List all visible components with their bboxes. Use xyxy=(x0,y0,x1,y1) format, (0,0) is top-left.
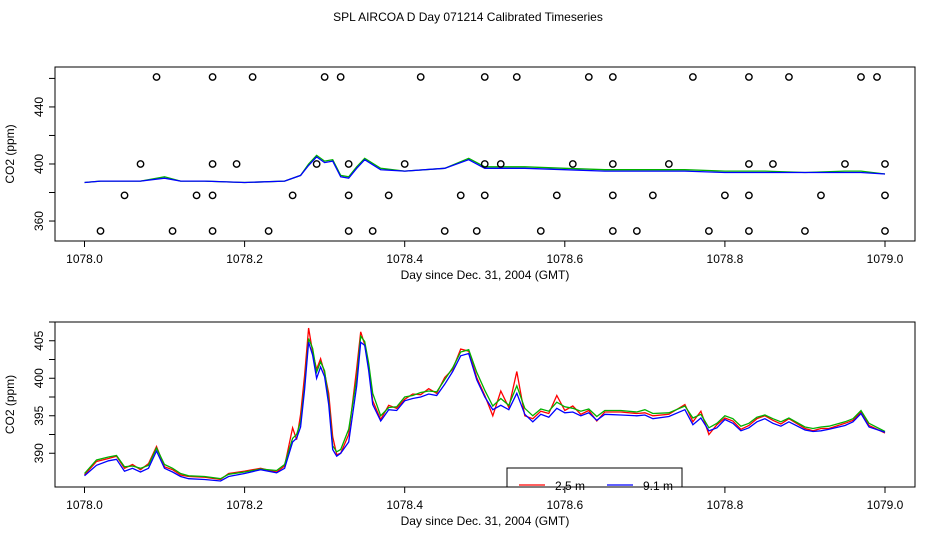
data-point xyxy=(208,227,217,235)
x-tick-label: 1078.2 xyxy=(226,498,263,512)
top-panel: 1078.0 1078.2 1078.4 1078.6 1078.8 1079.0 Day … xyxy=(3,66,916,282)
data-point xyxy=(344,160,353,168)
data-point xyxy=(336,73,345,81)
data-point xyxy=(817,191,825,200)
plot-frame xyxy=(54,321,916,488)
y-tick-label: 400 xyxy=(32,368,46,388)
y-tick-label: 390 xyxy=(32,443,46,463)
data-point xyxy=(608,227,617,235)
series-line-2-5-m xyxy=(84,327,886,481)
data-point xyxy=(320,73,329,81)
data-point xyxy=(440,227,449,235)
data-point xyxy=(344,191,353,200)
data-point xyxy=(632,227,641,235)
data-point xyxy=(664,160,673,168)
data-point xyxy=(480,160,489,168)
legend-label: 9.1 m xyxy=(643,479,673,493)
data-point xyxy=(512,73,521,81)
x-tick-label: 1078.2 xyxy=(226,252,263,266)
data-point xyxy=(384,191,393,200)
data-point xyxy=(568,160,577,168)
x-tick-label: 1079.0 xyxy=(867,498,904,512)
data-point xyxy=(312,160,321,168)
data-point xyxy=(704,227,713,235)
x-tick-label: 1078.0 xyxy=(66,252,103,266)
data-point xyxy=(608,191,617,200)
data-point xyxy=(881,227,889,235)
data-point xyxy=(536,227,545,235)
plot-area xyxy=(84,327,886,482)
x-tick-label: 1079.0 xyxy=(867,252,904,266)
data-point xyxy=(192,191,201,200)
data-point xyxy=(248,73,257,81)
data-point xyxy=(120,191,129,200)
legend-box xyxy=(506,467,683,488)
y-tick-label: 395 xyxy=(32,405,46,425)
y-tick-label: 400 xyxy=(32,154,46,174)
x-tick-label: 1078.8 xyxy=(707,252,744,266)
data-point xyxy=(785,73,793,81)
data-point xyxy=(344,227,353,235)
data-point xyxy=(769,160,777,168)
x-tick-label: 1078.4 xyxy=(386,252,423,266)
data-point xyxy=(801,227,809,235)
data-point xyxy=(136,160,145,168)
series-line-9-1-m xyxy=(84,340,886,482)
data-point xyxy=(857,73,865,81)
data-point xyxy=(648,191,657,200)
data-point xyxy=(368,227,377,235)
data-point xyxy=(745,73,753,81)
data-point xyxy=(873,73,881,81)
x-tick-label: 1078.8 xyxy=(707,498,744,512)
data-point xyxy=(745,160,753,168)
x-tick-label: 1078.6 xyxy=(546,252,583,266)
data-point xyxy=(232,160,241,168)
y-axis-label: CO2 (ppm) xyxy=(3,124,17,183)
data-point xyxy=(264,227,273,235)
data-point xyxy=(608,160,617,168)
data-point xyxy=(480,73,489,81)
data-point xyxy=(881,160,889,168)
y-tick-label: 405 xyxy=(32,330,46,350)
series-line-green xyxy=(84,334,886,480)
data-point xyxy=(745,191,753,200)
x-tick-label: 1078.4 xyxy=(386,498,423,512)
x-axis-label: Day since Dec. 31, 2004 (GMT) xyxy=(401,268,570,282)
series-line-blue xyxy=(84,156,886,184)
data-point xyxy=(745,227,753,235)
data-point xyxy=(608,73,617,81)
data-point xyxy=(552,191,561,200)
data-point xyxy=(881,191,889,200)
data-point xyxy=(496,160,505,168)
data-point xyxy=(96,227,105,235)
data-point xyxy=(456,191,465,200)
data-point xyxy=(400,160,409,168)
data-point xyxy=(721,191,729,200)
data-point xyxy=(841,160,849,168)
y-tick-label: 440 xyxy=(32,97,46,117)
data-point xyxy=(208,73,217,81)
bottom-panel: 1078.0 1078.2 1078.4 1078.6 1078.8 1079.0 Day … xyxy=(3,321,916,528)
data-point xyxy=(480,191,489,200)
x-axis-label: Day since Dec. 31, 2004 (GMT) xyxy=(401,514,570,528)
x-tick-label: 1078.0 xyxy=(66,498,103,512)
legend-label: 2.5 m xyxy=(555,479,585,493)
data-point xyxy=(152,73,161,81)
data-point xyxy=(168,227,177,235)
y-tick-label: 360 xyxy=(32,211,46,231)
data-point xyxy=(416,73,425,81)
figure-title: SPL AIRCOA D Day 071214 Calibrated Times… xyxy=(333,10,603,24)
data-point xyxy=(584,73,593,81)
data-point xyxy=(472,227,481,235)
plot-area xyxy=(84,154,886,184)
plot-frame xyxy=(54,66,916,242)
y-axis-label: CO2 (ppm) xyxy=(3,375,17,434)
data-point xyxy=(288,191,297,200)
data-point xyxy=(208,160,217,168)
data-point xyxy=(688,73,697,81)
data-point xyxy=(208,191,217,200)
x-tick-label: 1078.6 xyxy=(546,498,583,512)
